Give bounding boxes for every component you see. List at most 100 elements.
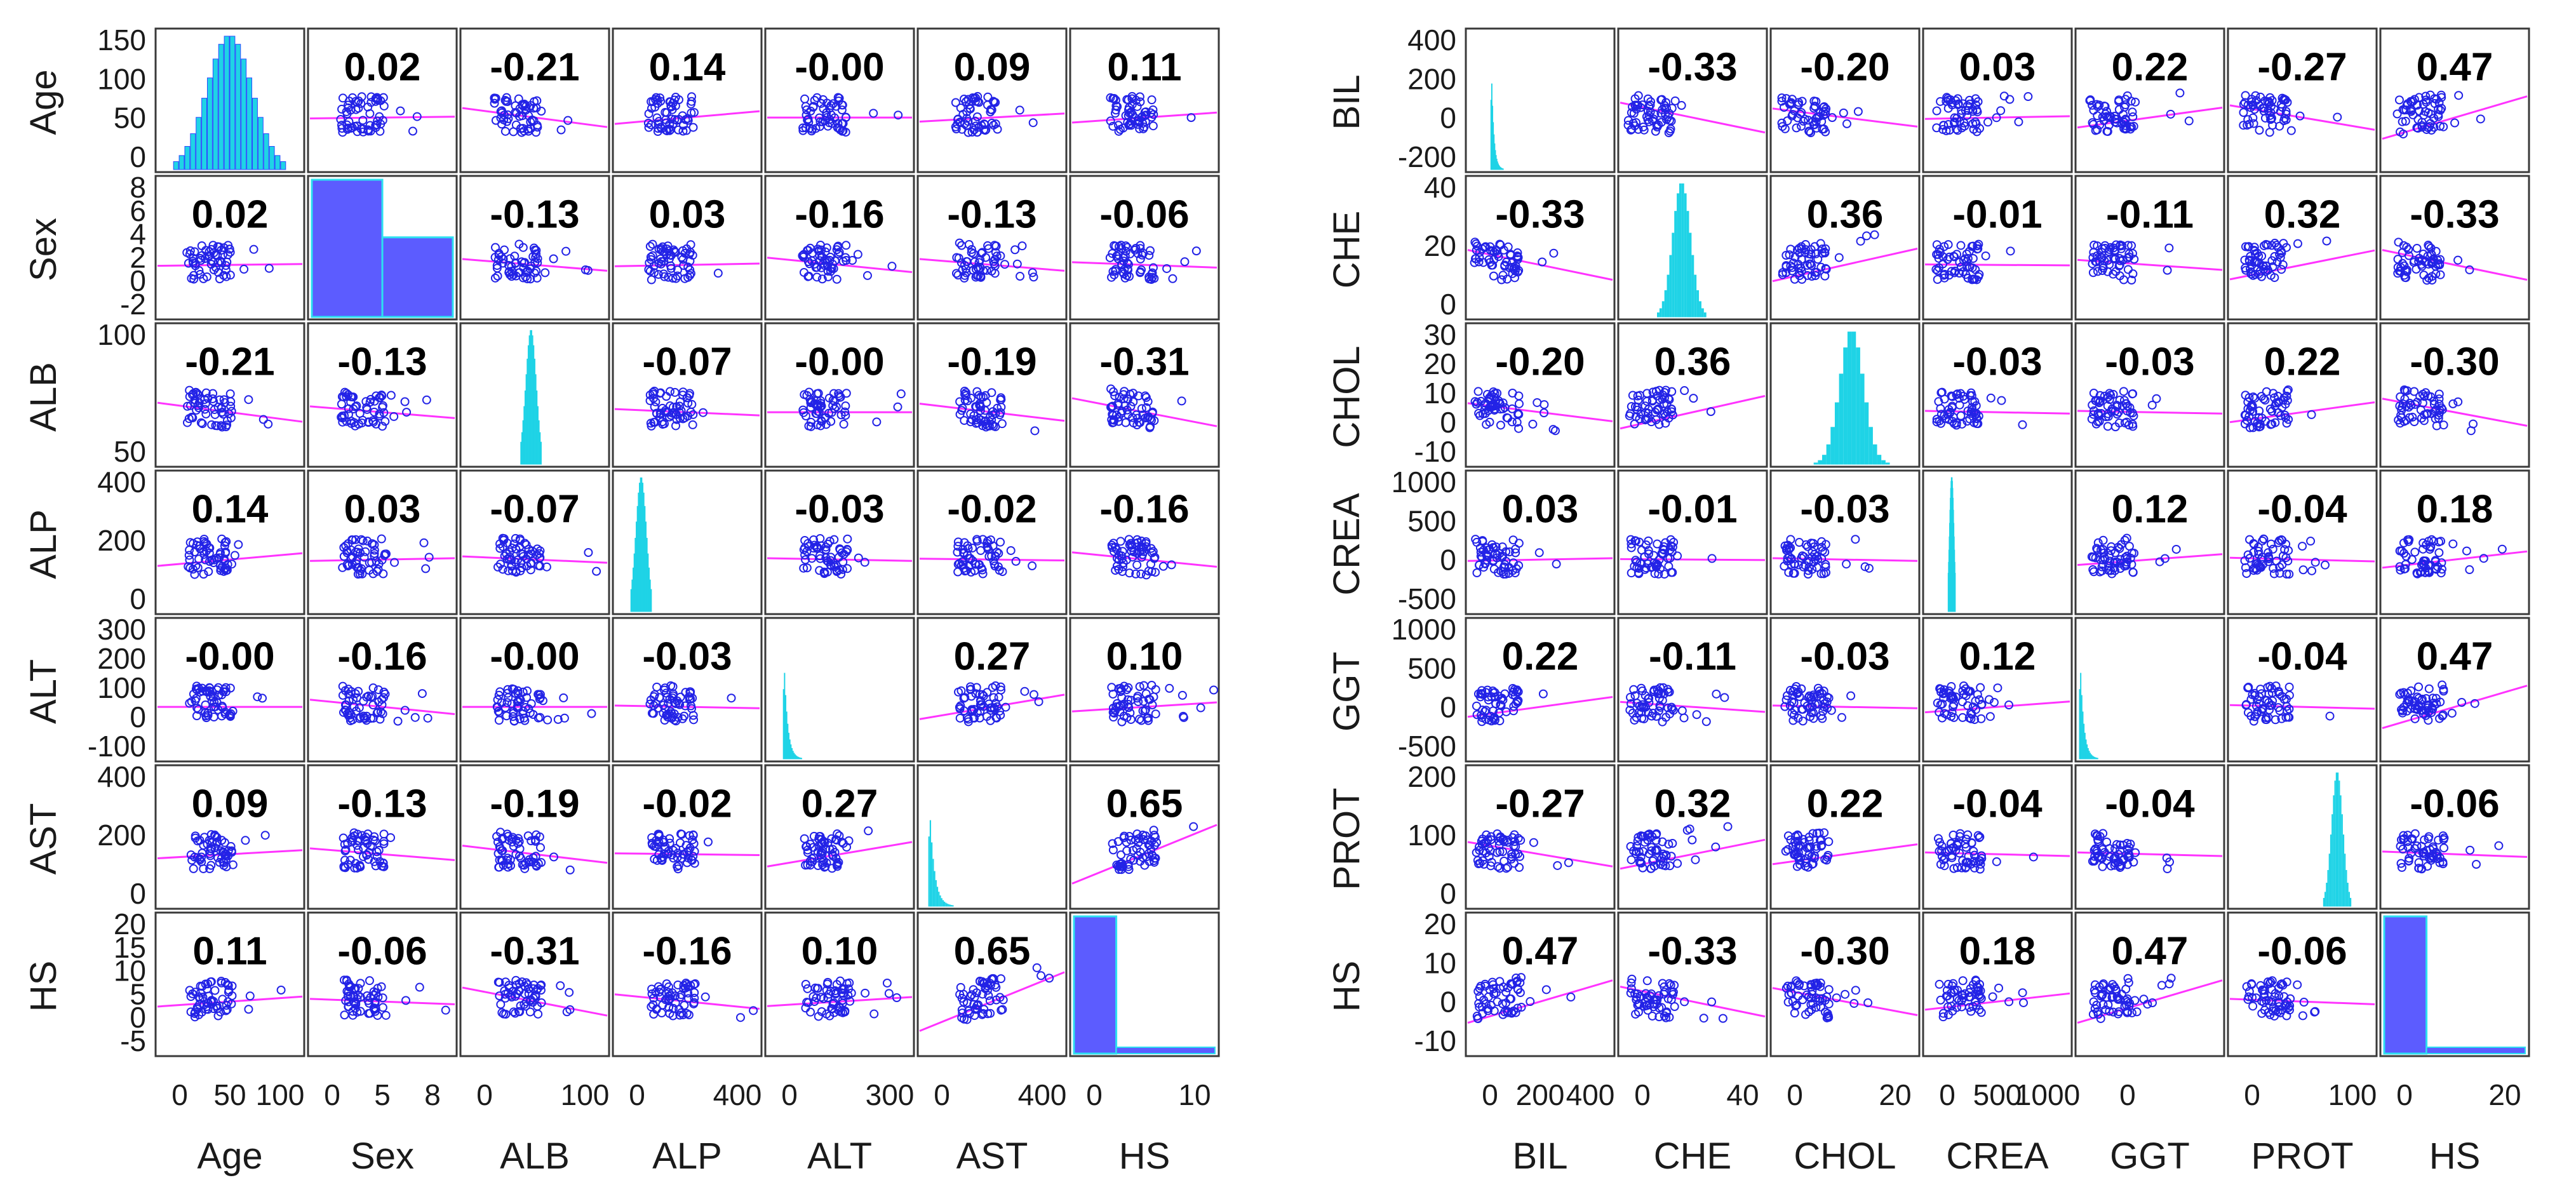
scatter-point — [228, 706, 238, 716]
scatter-point — [991, 995, 1001, 1005]
scatter-point — [1472, 568, 1482, 577]
hist-bar-ALP-9 — [640, 477, 641, 612]
scatter-point — [1129, 419, 1138, 428]
scatter-point — [969, 265, 978, 275]
scatter-point — [1165, 683, 1174, 693]
correlation-label: -0.16 — [642, 929, 732, 973]
cell-frame — [1465, 27, 1616, 173]
scatter-point — [345, 991, 355, 1001]
scatter-point — [2470, 699, 2479, 708]
scatter-point — [1538, 257, 1547, 267]
scatter-point — [658, 420, 667, 429]
scatter-point — [1853, 107, 1863, 116]
y-tick-label: 400 — [97, 760, 146, 793]
scatter-point — [671, 844, 681, 854]
scatter-point — [1971, 119, 1981, 129]
cell-CREA-BIL: 0.03 — [1465, 469, 1616, 615]
y-var-label-CHOL: CHOL — [1326, 345, 1367, 448]
scatter-point — [981, 126, 990, 135]
scatter-point — [2270, 273, 2279, 283]
scatter-point — [966, 409, 976, 419]
scatter-point — [1500, 563, 1510, 572]
scatter-point — [372, 852, 382, 861]
scatter-point — [1484, 545, 1493, 554]
scatter-point — [1137, 553, 1146, 562]
scatter-point — [1028, 268, 1037, 278]
scatter-point — [234, 540, 243, 549]
scatter-point — [816, 839, 826, 848]
scatter-point — [2096, 555, 2105, 565]
cell-PROT-CHE: 0.32 — [1617, 764, 1768, 910]
scatter-point — [2242, 569, 2251, 579]
scatter-point — [843, 534, 852, 544]
scatter-point — [809, 544, 819, 553]
scatter-point — [2298, 542, 2307, 551]
scatter-point — [1209, 685, 1218, 695]
scatter-point — [1662, 399, 1672, 409]
cell-frame — [459, 175, 610, 321]
scatter-point — [825, 104, 835, 113]
scatter-point — [657, 855, 667, 865]
scatter-point — [2264, 552, 2273, 561]
scatter-point — [1637, 683, 1646, 693]
hist-bar-CHE-11 — [1684, 193, 1687, 318]
scatter-point — [1144, 251, 1154, 260]
scatter-point — [415, 982, 424, 992]
scatter-point — [2257, 689, 2266, 699]
hist-bar-CHE-14 — [1691, 255, 1694, 318]
hist-bar-CHE-0 — [1657, 312, 1660, 318]
scatter-point — [2103, 256, 2112, 265]
scatter-point — [803, 114, 813, 124]
scatter-point — [2241, 242, 2250, 251]
scatter-point — [1534, 548, 1544, 558]
scatter-point — [670, 115, 680, 124]
scatter-point — [338, 128, 347, 137]
scatter-point — [2403, 695, 2412, 705]
cell-AST-ALT: 0.27 — [764, 764, 915, 910]
scatter-point — [833, 93, 843, 102]
cell-frame — [1617, 617, 1768, 763]
scatter-point — [1177, 396, 1186, 406]
scatter-point — [1137, 404, 1146, 413]
scatter-point — [1494, 568, 1503, 577]
scatter-point — [2436, 121, 2445, 131]
hist-bar-ALP-10 — [641, 477, 643, 612]
scatter-point — [368, 713, 378, 723]
y-tick-label: -200 — [1398, 140, 1456, 173]
scatter-point — [2274, 687, 2283, 696]
scatter-point — [493, 562, 502, 572]
hist-bar-GGT-2 — [2081, 695, 2083, 760]
scatter-point — [2184, 116, 2194, 126]
scatter-point — [836, 1007, 845, 1017]
hist-bar-ALP-17 — [648, 567, 650, 612]
scatter-point — [2122, 533, 2131, 543]
scatter-point — [500, 551, 509, 561]
scatter-point — [1477, 713, 1487, 722]
scatter-point — [666, 401, 675, 411]
y-var-label-HS: HS — [23, 961, 64, 1012]
scatter-point — [1111, 95, 1120, 105]
scatter-point — [1118, 862, 1127, 872]
hist-bar-Age-19 — [280, 161, 286, 170]
scatter-point — [187, 697, 196, 706]
fit-line — [1467, 557, 1613, 562]
scatter-point — [2431, 246, 2441, 256]
scatter-point — [647, 709, 657, 718]
scatter-point — [1932, 417, 1942, 427]
scatter-point — [2122, 551, 2131, 561]
scatter-point — [188, 989, 198, 998]
scatter-point — [508, 986, 518, 996]
scatter-point — [342, 109, 352, 119]
scatter-point — [1665, 395, 1674, 405]
scatter-point — [1491, 692, 1500, 702]
correlation-label: 0.27 — [954, 634, 1031, 678]
scatter-point — [497, 252, 506, 262]
scatter-point — [201, 399, 210, 408]
hist-bar-ALB-9 — [530, 330, 532, 465]
hist-bar-ALB-11 — [532, 335, 533, 465]
fit-line — [309, 557, 455, 562]
scatter-point — [671, 421, 681, 431]
scatter-point — [1667, 547, 1677, 557]
cell-CHE-PROT: 0.32 — [2227, 175, 2378, 321]
scatter-point — [1948, 417, 1957, 426]
